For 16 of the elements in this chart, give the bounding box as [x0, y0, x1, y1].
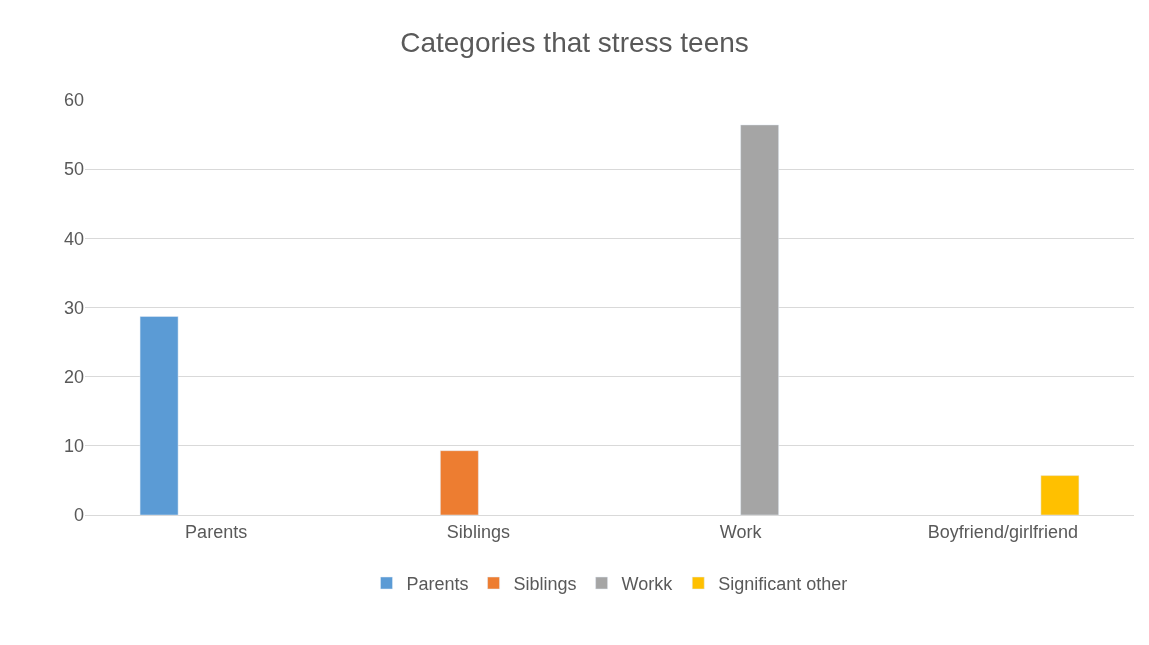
chart-title: Categories that stress teens [400, 26, 749, 58]
x-tick-label: Siblings [446, 521, 510, 542]
y-tick-label: 30 [63, 297, 84, 318]
x-tick-label: Work [719, 521, 763, 542]
x-tick-label: Boyfriend/girlfriend [927, 521, 1078, 542]
y-tick-label: 60 [63, 90, 84, 111]
legend-label: Significant other [718, 574, 848, 595]
legend-label: Workk [621, 574, 674, 595]
y-tick-label: 10 [63, 436, 84, 457]
y-tick-label: 50 [63, 159, 84, 180]
y-tick-label: 0 [73, 505, 84, 526]
legend-label: Parents [406, 574, 469, 595]
y-tick-label: 20 [63, 366, 84, 387]
x-tick-label: Parents [185, 521, 248, 542]
legend-label: Siblings [513, 574, 577, 595]
y-tick-label: 40 [63, 228, 84, 249]
